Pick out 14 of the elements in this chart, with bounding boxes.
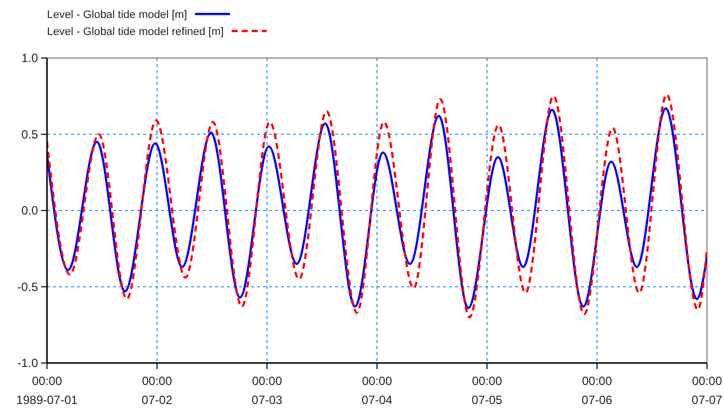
legend-label: Level - Global tide model [m]	[47, 8, 188, 21]
x-tick-label: 00:00 07-07	[692, 374, 723, 407]
x-tick-label: 00:00 07-02	[142, 374, 173, 407]
legend-label: Level - Global tide model refined [m]	[47, 26, 224, 38]
x-tick-label: 00:00 07-04	[362, 374, 393, 407]
x-tick-label: 00:00 1989-07-01	[16, 374, 78, 407]
x-tick-label: 00:00 07-06	[582, 374, 613, 407]
y-tick-label: 0.5	[21, 127, 38, 142]
y-tick-label: -0.5	[17, 280, 38, 294]
x-tick-label: 00:00 07-05	[472, 374, 503, 407]
y-tick-label: 0.0	[21, 204, 38, 218]
y-tick-label: -1.0	[17, 356, 38, 370]
x-tick-label: 00:00 07-03	[252, 374, 283, 407]
y-tick-label: 1.0	[21, 51, 38, 66]
